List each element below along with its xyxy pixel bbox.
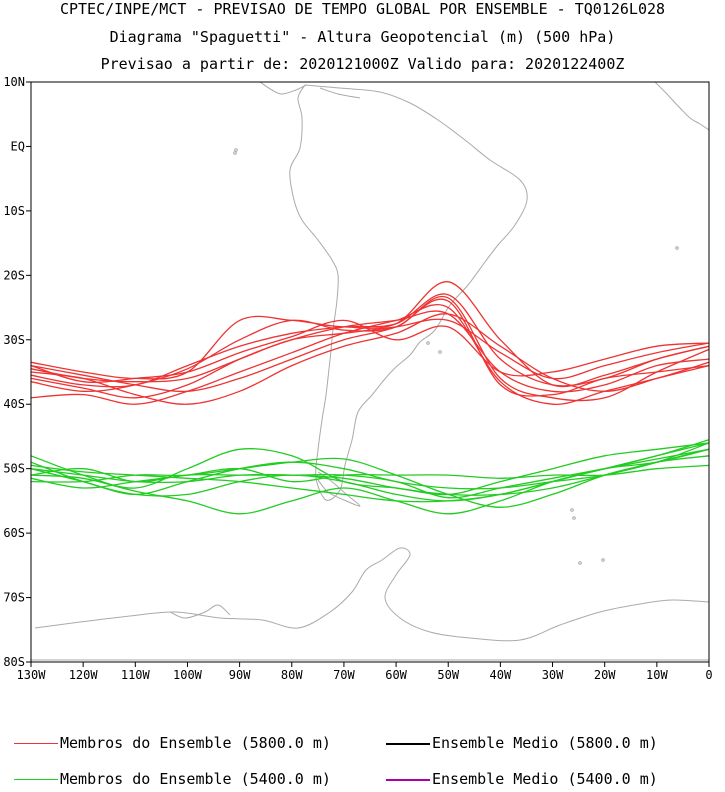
lat-label: 10S [3,204,25,218]
island-dot [675,246,679,250]
ensemble-member-5400-line-15 [30,442,710,515]
island-dot [578,561,582,565]
lat-label: 20S [3,268,25,282]
lat-label: 80S [3,655,25,669]
island-dot [426,341,430,345]
contour-series-layer [30,281,710,515]
lat-label: 30S [3,333,25,347]
island-dot [233,151,237,155]
legend-red-label: Membros do Ensemble (5800.0 m) [60,734,331,752]
lon-label: 80W [281,668,303,682]
island-dot [570,508,574,512]
legend-black-line [386,742,430,745]
ensemble-member-5800-line-4 [30,298,710,397]
axis-ticks [26,81,710,667]
lat-label: 60S [3,526,25,540]
lon-label: 20W [594,668,616,682]
lon-label: 100W [173,668,203,682]
lon-label: 30W [542,668,564,682]
lat-label: 40S [3,397,25,411]
lon-label: 90W [229,668,251,682]
lat-label: 50S [3,462,25,476]
header-title-line2: Diagrama "Spaguetti" - Altura Geopotenci… [109,28,616,46]
ensemble-member-5800-line-5 [30,313,710,405]
longitude-labels: 130W 120W 110W 100W 90W 80W 70W 60W 50W 40W 30W 20W… [17,668,713,682]
lon-label: 50W [437,668,459,682]
coastline-segment [169,604,231,619]
coastline-layer [30,81,710,661]
ensemble-member-5800-line-9 [30,304,710,405]
ensemble-member-5800-line-8 [30,281,710,388]
map-frame [30,81,710,663]
legend-red-members: Membros do Ensemble (5800.0 m) [14,734,331,752]
ensemble-member-5800-line-3 [30,310,710,399]
spaghetti-map: 10N EQ 10S 20S 30S 40S 50S 60S 70S 80S 130W 120W 11… [3,75,713,682]
latitude-labels: 10N EQ 10S 20S 30S 40S 50S 60S 70S 80S [3,75,25,669]
ensemble-member-5400-line-16 [30,455,710,496]
legend-purple-mean: Ensemble Medio (5400.0 m) [386,770,658,788]
island-dot [601,558,605,562]
coastline-segment [289,84,528,501]
lon-label: 70W [333,668,355,682]
legend-black-label: Ensemble Medio (5800.0 m) [432,734,658,752]
lat-label: 70S [3,591,25,605]
island-dot [234,148,238,152]
ensemble-member-5400-line-18 [30,439,710,503]
island-dot [572,516,576,520]
legend-black-mean: Ensemble Medio (5800.0 m) [386,734,658,752]
lon-label: 40W [490,668,512,682]
legend-green-line [14,779,58,780]
header-title-line3: Previsao a partir de: 2020121000Z Valido… [100,55,625,73]
lon-label: 130W [17,668,47,682]
legend-green-label: Membros do Ensemble (5400.0 m) [60,770,331,788]
ensemble-member-5400-line-10 [30,442,710,496]
lat-label: EQ [11,139,25,153]
ensemble-member-5800-line-6 [30,295,710,402]
island-dot [438,350,442,354]
coastline-segment [654,81,710,131]
lon-label: 10W [646,668,668,682]
lon-label: 60W [385,668,407,682]
lon-label: 0 [705,668,712,682]
lat-label: 10N [3,75,25,89]
lon-label: 110W [121,668,151,682]
legend-green-members: Membros do Ensemble (5400.0 m) [14,770,331,788]
legend-purple-label: Ensemble Medio (5400.0 m) [432,770,658,788]
legend-purple-line [386,778,430,781]
header-title-line1: CPTEC/INPE/MCT - PREVISAO DE TEMPO GLOBA… [59,0,666,18]
ensemble-member-5800-line-7 [30,319,710,383]
legend-red-line [14,743,58,744]
coastline-segment [34,547,710,642]
coastline-segment [319,87,361,99]
lon-label: 120W [69,668,99,682]
coastline-segment [259,81,307,95]
